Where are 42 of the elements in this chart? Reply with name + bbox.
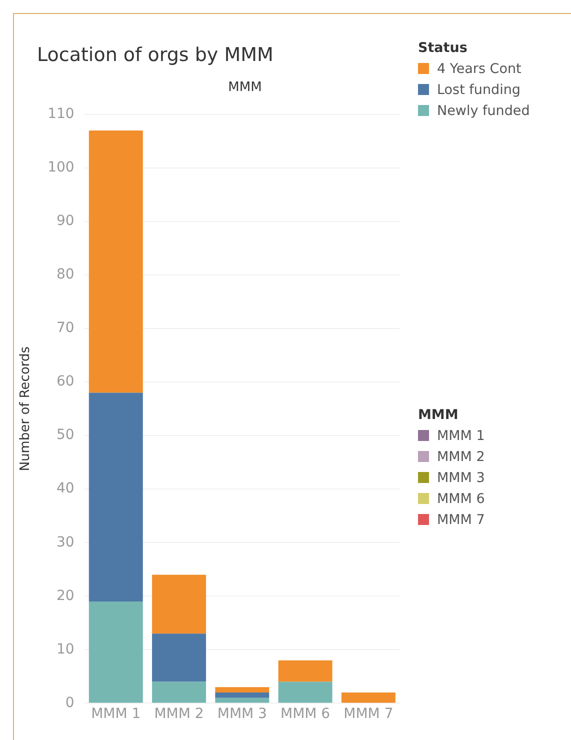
legend-label: 4 Years Cont: [437, 60, 522, 76]
bar: [152, 634, 206, 682]
legend-label: MMM 3: [437, 470, 485, 486]
y-tick-label: 20: [56, 588, 74, 604]
bar: [152, 574, 206, 634]
bar: [215, 698, 270, 703]
legend-label: Newly funded: [437, 102, 530, 118]
y-tick-label: 10: [56, 641, 74, 658]
legend-label: Lost funding: [437, 82, 520, 98]
y-axis-title: Number of Records: [18, 346, 34, 472]
chart-title: Location of orgs by MMM: [37, 44, 274, 66]
bar: [215, 692, 270, 698]
y-tick-label: 60: [56, 374, 74, 390]
legend-label: MMM 6: [437, 490, 485, 506]
bar: [341, 692, 396, 703]
x-tick-label: MMM 6: [280, 706, 330, 722]
y-tick-label: 110: [48, 106, 74, 122]
y-tick-label: 40: [56, 480, 74, 497]
x-tick-label: MMM 2: [154, 706, 204, 722]
x-tick-label: MMM 1: [91, 706, 141, 722]
legend-title: Status: [418, 40, 468, 56]
y-tick-label: 0: [65, 694, 74, 711]
legend-label: MMM 2: [437, 448, 485, 464]
bar: [278, 660, 332, 682]
y-tick-label: 90: [56, 213, 74, 230]
y-tick-label: 80: [56, 266, 74, 283]
chart-subtitle: MMM: [227, 80, 263, 95]
y-tick-label: 50: [56, 427, 74, 444]
legend-label: MMM 1: [437, 428, 485, 444]
x-tick-label: MMM 7: [344, 706, 394, 722]
y-tick-label: 100: [48, 160, 74, 176]
y-tick-label: 30: [56, 534, 74, 550]
bar: [278, 682, 332, 703]
bar: [215, 687, 270, 692]
bar: [88, 602, 143, 703]
bar: [88, 392, 143, 602]
legend-label: MMM 7: [437, 512, 485, 528]
bar: [88, 130, 143, 393]
x-tick-label: MMM 3: [217, 706, 267, 722]
text: MMM: [418, 407, 460, 423]
bar: [152, 682, 206, 703]
y-tick-label: 70: [56, 320, 74, 336]
